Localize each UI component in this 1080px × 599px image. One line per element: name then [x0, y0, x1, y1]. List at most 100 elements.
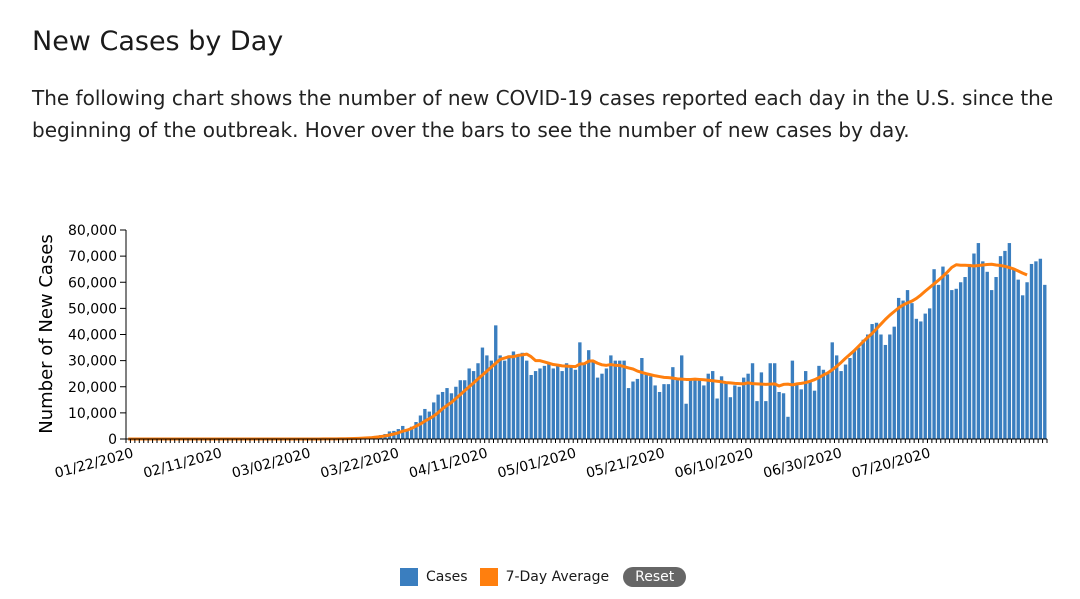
bar-day-114[interactable] — [631, 381, 635, 439]
bar-day-109[interactable] — [609, 355, 613, 439]
bar-day-123[interactable] — [671, 367, 675, 439]
bar-day-187[interactable] — [954, 288, 958, 439]
bar-day-182[interactable] — [932, 269, 936, 439]
bar-day-199[interactable] — [1007, 243, 1012, 439]
bar-day-98[interactable] — [560, 371, 564, 439]
bar-day-166[interactable] — [861, 339, 865, 439]
bar-day-183[interactable] — [936, 284, 941, 439]
legend-item-average[interactable]: 7-Day Average — [479, 568, 609, 586]
bar-day-101[interactable] — [573, 369, 578, 439]
bar-day-138[interactable] — [737, 386, 741, 439]
bar-day-181[interactable] — [927, 308, 932, 440]
bar-day-72[interactable] — [445, 388, 449, 439]
bar-day-157[interactable] — [821, 369, 826, 439]
bar-day-197[interactable] — [998, 256, 1003, 440]
bar-day-124[interactable] — [675, 378, 679, 439]
bar-day-121[interactable] — [662, 384, 666, 439]
bar-day-79[interactable] — [476, 363, 480, 439]
bar-day-200[interactable] — [1012, 269, 1016, 439]
bar-day-148[interactable] — [781, 393, 786, 439]
bar-day-198[interactable] — [1003, 250, 1007, 439]
bar-day-76[interactable] — [463, 380, 467, 439]
bar-day-81[interactable] — [485, 355, 489, 439]
bar-day-185[interactable] — [945, 274, 950, 439]
bar-day-142[interactable] — [755, 401, 759, 439]
bar-day-174[interactable] — [896, 297, 901, 439]
bar-day-139[interactable] — [742, 377, 746, 439]
bar-day-154[interactable] — [808, 381, 812, 439]
bar-day-78[interactable] — [471, 371, 476, 439]
bar-day-127[interactable] — [688, 378, 693, 439]
bar-day-175[interactable] — [901, 300, 905, 439]
bar-day-86[interactable] — [507, 355, 511, 439]
bar-day-164[interactable] — [852, 350, 857, 439]
bar-day-131[interactable] — [706, 373, 710, 439]
legend-item-cases[interactable]: Cases — [400, 568, 468, 586]
bar-day-171[interactable] — [883, 344, 888, 439]
bar-day-125[interactable] — [680, 355, 684, 439]
bar-day-146[interactable] — [773, 363, 777, 439]
bar-day-206[interactable] — [1038, 258, 1043, 439]
bar-day-147[interactable] — [777, 391, 781, 439]
bar-day-205[interactable] — [1034, 261, 1038, 439]
bar-day-159[interactable] — [830, 342, 834, 439]
reset-button[interactable]: Reset — [623, 567, 687, 587]
bar-day-126[interactable] — [684, 403, 688, 439]
bar-day-111[interactable] — [618, 360, 622, 440]
bar-day-149[interactable] — [786, 416, 790, 439]
bar-day-161[interactable] — [839, 371, 843, 439]
bar-day-190[interactable] — [967, 263, 972, 439]
bar-day-188[interactable] — [958, 282, 963, 439]
bar-day-110[interactable] — [613, 360, 617, 440]
bar-day-163[interactable] — [848, 358, 852, 439]
bar-day-156[interactable] — [817, 365, 821, 439]
bar-day-186[interactable] — [950, 290, 954, 439]
bar-day-97[interactable] — [556, 364, 560, 439]
bar-day-116[interactable] — [640, 358, 644, 439]
bar-day-93[interactable] — [538, 368, 542, 439]
bar-day-194[interactable] — [985, 271, 989, 439]
bar-day-120[interactable] — [657, 391, 662, 439]
bar-day-150[interactable] — [790, 360, 795, 440]
bar-day-92[interactable] — [533, 371, 538, 439]
bar-day-69[interactable] — [432, 402, 436, 439]
bar-day-87[interactable] — [511, 351, 516, 439]
bar-day-134[interactable] — [719, 376, 724, 439]
bar-day-94[interactable] — [542, 365, 547, 439]
bar-day-117[interactable] — [644, 373, 648, 439]
bar-day-102[interactable] — [578, 342, 582, 439]
bar-day-160[interactable] — [834, 355, 839, 439]
bar-day-135[interactable] — [724, 381, 728, 439]
bar-day-152[interactable] — [799, 389, 803, 439]
bar-day-195[interactable] — [989, 290, 994, 439]
bar-day-167[interactable] — [865, 334, 870, 440]
bar-day-100[interactable] — [569, 365, 573, 439]
bar-day-189[interactable] — [963, 277, 967, 439]
bar-day-137[interactable] — [733, 385, 737, 439]
bar-day-180[interactable] — [923, 313, 927, 439]
bar-day-170[interactable] — [879, 334, 883, 440]
bar-day-80[interactable] — [480, 347, 485, 439]
bar-day-89[interactable] — [520, 352, 524, 439]
bar-day-63[interactable] — [405, 429, 409, 439]
bar-day-133[interactable] — [715, 398, 719, 439]
bar-day-151[interactable] — [795, 384, 799, 439]
bar-day-96[interactable] — [551, 368, 555, 439]
bar-day-144[interactable] — [764, 401, 768, 439]
bar-day-85[interactable] — [502, 360, 507, 440]
bar-day-203[interactable] — [1025, 282, 1029, 439]
bar-day-74[interactable] — [454, 386, 458, 439]
bar-day-204[interactable] — [1029, 263, 1034, 439]
bar-day-83[interactable] — [494, 325, 498, 439]
bar-day-140[interactable] — [746, 373, 750, 439]
bar-day-192[interactable] — [976, 243, 981, 439]
bar-day-67[interactable] — [423, 408, 427, 439]
bar-day-162[interactable] — [843, 364, 848, 439]
bar-day-122[interactable] — [666, 384, 671, 439]
bar-day-73[interactable] — [449, 393, 454, 439]
bar-day-128[interactable] — [693, 378, 697, 439]
bar-day-193[interactable] — [981, 261, 985, 439]
bar-day-129[interactable] — [697, 380, 702, 439]
bar-day-165[interactable] — [857, 347, 861, 439]
bar-day-70[interactable] — [436, 394, 440, 439]
